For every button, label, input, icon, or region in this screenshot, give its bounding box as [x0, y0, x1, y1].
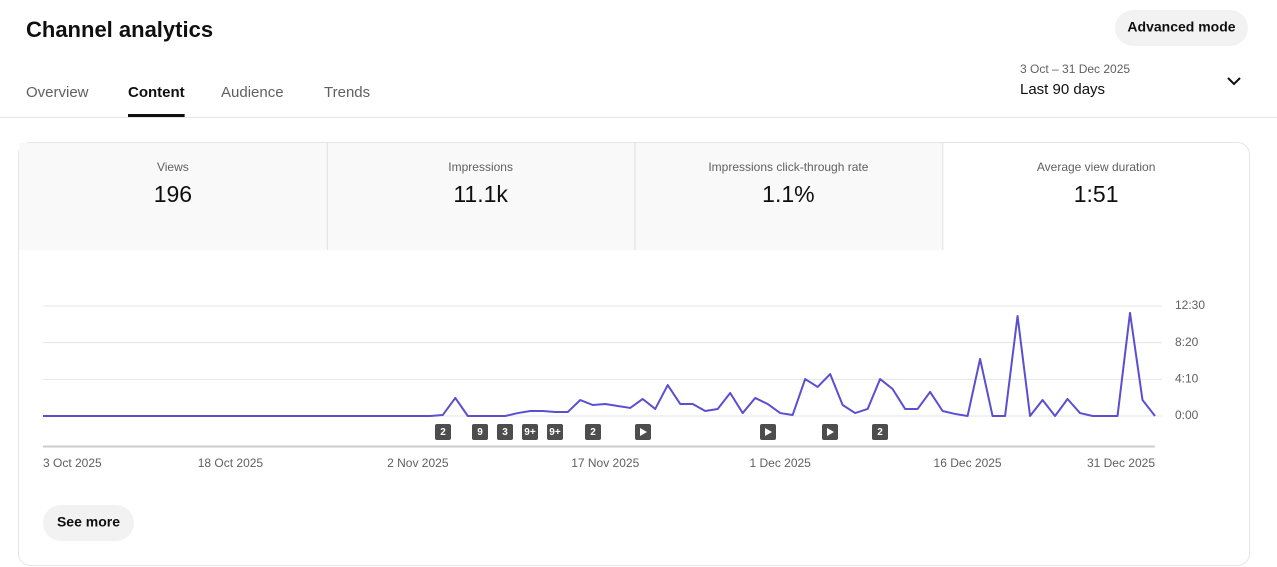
x-tick-label: 1 Dec 2025	[749, 456, 811, 470]
event-badge-label: 9	[477, 427, 483, 438]
metric-label: Impressions click-through rate	[708, 160, 868, 174]
play-icon	[765, 428, 772, 436]
tab-underline	[128, 114, 185, 117]
y-tick-label: 4:10	[1175, 372, 1199, 386]
tab[interactable]: Content	[128, 84, 185, 101]
event-badge-label: 9+	[524, 427, 536, 438]
y-tick-label: 0:00	[1175, 408, 1199, 422]
metric-value: 1.1%	[762, 181, 814, 207]
event-badge-label: 3	[502, 427, 508, 438]
metric-label: Average view duration	[1037, 160, 1156, 174]
event-badge-label: 2	[590, 427, 596, 438]
advanced-mode-label: Advanced mode	[1127, 19, 1235, 35]
event-badge[interactable]	[497, 424, 513, 440]
metric-tile[interactable]	[634, 143, 943, 250]
x-tick-label: 17 Nov 2025	[571, 456, 639, 470]
tab[interactable]: Trends	[324, 84, 370, 101]
date-range-label[interactable]: Last 90 days	[1020, 81, 1105, 98]
see-more-button[interactable]	[43, 505, 134, 541]
metric-value: 11.1k	[453, 181, 508, 207]
data-line	[43, 311, 1156, 417]
x-tick-label: 16 Dec 2025	[934, 456, 1002, 470]
event-badge[interactable]	[585, 424, 601, 440]
x-tick-label: 18 Oct 2025	[198, 456, 264, 470]
x-tick-label: 2 Nov 2025	[387, 456, 449, 470]
event-badge-label: 2	[440, 427, 446, 438]
see-more-label: See more	[57, 514, 120, 530]
metric-value: 1:51	[1074, 181, 1119, 207]
event-badge[interactable]	[547, 424, 563, 440]
event-badge-label: 2	[877, 427, 883, 438]
date-range: 3 Oct – 31 Dec 2025	[1020, 62, 1130, 76]
metric-label: Views	[157, 160, 189, 174]
event-badge[interactable]	[435, 424, 451, 440]
metric-label: Impressions	[448, 160, 513, 174]
event-badge[interactable]	[522, 424, 538, 440]
dropdown-chevron[interactable]	[1227, 77, 1241, 86]
event-badge-label: 9+	[549, 427, 561, 438]
tab[interactable]: Audience	[221, 84, 284, 101]
y-tick-label: 8:20	[1175, 335, 1199, 349]
metric-tile[interactable]	[19, 143, 327, 250]
page-title: Channel analytics	[26, 17, 213, 42]
advanced-mode-button[interactable]	[1115, 10, 1248, 46]
x-tick-label: 3 Oct 2025	[43, 456, 102, 470]
event-badge[interactable]	[872, 424, 888, 440]
metric-tile[interactable]	[326, 143, 635, 250]
play-icon	[640, 428, 647, 436]
x-tick-label: 31 Dec 2025	[1087, 456, 1155, 470]
play-icon	[827, 428, 834, 436]
y-tick-label: 12:30	[1175, 298, 1205, 312]
tab[interactable]: Overview	[26, 84, 89, 101]
metric-value: 196	[154, 181, 192, 207]
event-badge[interactable]	[472, 424, 488, 440]
